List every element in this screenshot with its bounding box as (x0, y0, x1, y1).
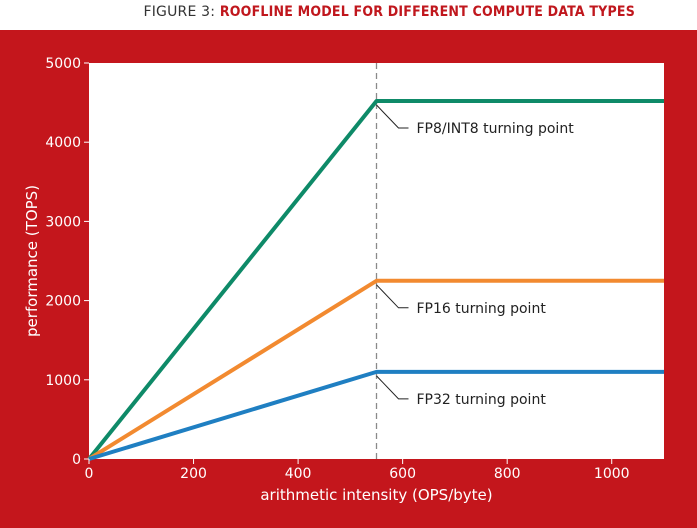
figure-title: ROOFLINE MODEL FOR DIFFERENT COMPUTE DAT… (219, 4, 635, 20)
x-tick-label: 1000 (594, 466, 630, 482)
y-tick-label: 2000 (45, 294, 81, 310)
y-axis-label: performance (TOPS) (23, 185, 41, 337)
figure-number: FIGURE 3: (143, 4, 216, 20)
series-line (87, 278, 664, 461)
turning-point-layer: FP8/INT8 turning point FP16 turning point… (375, 63, 575, 459)
annotation-label: FP8/INT8 turning point (417, 121, 575, 137)
y-tick-label: 3000 (45, 214, 81, 230)
y-tick-label: 5000 (45, 56, 81, 72)
y-tick-label: 0 (72, 452, 81, 468)
y-tick-label: 4000 (45, 135, 81, 151)
x-tick-label: 0 (85, 466, 94, 482)
x-tick-label: 600 (389, 466, 416, 482)
figure-header: FIGURE 3: ROOFLINE MODEL FOR DIFFERENT C… (0, 0, 697, 30)
series-line (88, 369, 664, 461)
annotation-leader (376, 104, 409, 129)
annotation-leader (376, 284, 409, 309)
y-tick-label: 1000 (45, 373, 81, 389)
x-tick-label: 400 (285, 466, 312, 482)
series-layer (87, 99, 664, 461)
annotation-label: FP16 turning point (417, 301, 547, 317)
x-tick-label: 800 (494, 466, 521, 482)
x-axis-label: arithmetic intensity (OPS/byte) (260, 486, 492, 504)
plot-area (89, 63, 664, 459)
figure-caption: FIGURE 3: ROOFLINE MODEL FOR DIFFERENT C… (143, 4, 635, 20)
annotation-label: FP32 turning point (417, 392, 547, 408)
axis-layer: 0 200 400 600 800 1000 0 1000 2000 3000 4000 5000 (45, 56, 629, 482)
series-line (87, 99, 664, 461)
x-tick-label: 200 (180, 466, 207, 482)
annotation-leader (376, 375, 409, 400)
